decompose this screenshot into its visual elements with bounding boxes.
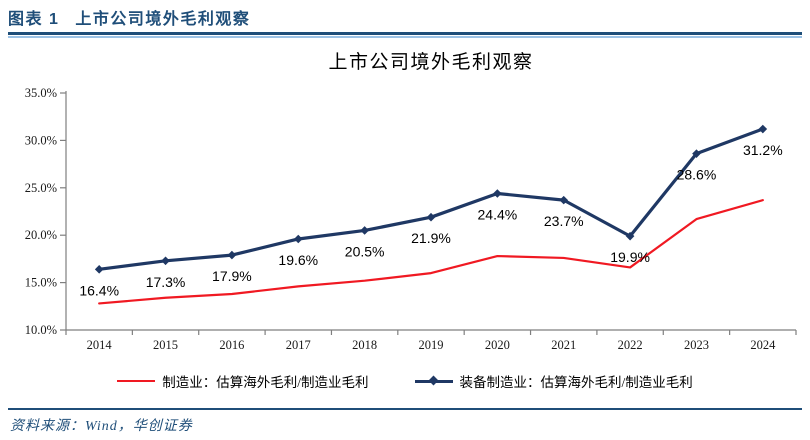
figure-number: 图表 1 (8, 11, 60, 28)
data-label: 19.6% (278, 252, 318, 268)
series-line-0 (98, 199, 764, 305)
legend-item-manufacturing: 制造业：估算海外毛利/制造业毛利 (117, 371, 369, 391)
data-label: 17.3% (146, 274, 186, 290)
data-label: 17.9% (212, 268, 252, 284)
diamond-marker-icon (428, 375, 438, 386)
data-point-marker (360, 226, 369, 235)
data-point-marker (559, 195, 569, 205)
footer-rule (8, 408, 802, 410)
y-axis-tick-label: 25.0% (25, 181, 57, 195)
data-point-marker (692, 149, 701, 158)
data-label: 20.5% (345, 243, 385, 259)
y-axis-tick-label: 20.0% (25, 228, 57, 242)
data-point-marker (625, 231, 635, 241)
figure-header: 图表 1 上市公司境外毛利观察 (8, 5, 250, 29)
data-point-marker (758, 124, 768, 134)
header-rule-light (8, 36, 802, 38)
data-point-marker (161, 256, 170, 266)
x-axis-tick-label: 2024 (750, 338, 776, 352)
data-point-marker (426, 212, 436, 222)
legend-label-manufacturing: 制造业：估算海外毛利/制造业毛利 (162, 375, 369, 390)
data-label: 28.6% (677, 167, 717, 183)
data-label: 19.9% (610, 249, 650, 265)
y-axis-tick-label: 30.0% (25, 133, 57, 147)
red-line-icon (117, 379, 156, 382)
x-axis-tick-label: 2014 (87, 338, 113, 352)
x-axis-tick-label: 2015 (153, 338, 178, 352)
x-axis-tick-label: 2018 (352, 338, 377, 352)
y-axis-tick-label: 10.0% (25, 323, 57, 337)
x-axis-tick-label: 2020 (485, 338, 510, 352)
data-point-marker (493, 189, 502, 198)
legend-line-swatch-red (117, 377, 156, 386)
data-point-marker (227, 250, 237, 260)
x-axis-tick-label: 2021 (551, 338, 576, 352)
header-rule-dark (8, 32, 802, 35)
x-axis-tick-label: 2016 (219, 338, 244, 352)
x-axis-tick-label: 2019 (419, 338, 444, 352)
source-note: 资料来源：Wind，华创证券 (10, 419, 193, 434)
line-chart: 10.0% 15.0% 20.0% 25.0% 30.0% 35.0% 2014 2015 20… (25, 86, 797, 352)
data-label: 23.7% (544, 213, 584, 229)
series-line-1 (97, 127, 765, 271)
data-label: 16.4% (79, 282, 119, 298)
y-axis-tick-label: 35.0% (25, 86, 57, 100)
data-point-marker (94, 265, 104, 274)
data-label: 24.4% (478, 206, 518, 222)
x-axis-tick-label: 2023 (684, 338, 709, 352)
legend-item-equipment-manufacturing: 装备制造业：估算海外毛利/制造业毛利 (414, 371, 693, 391)
x-axis-tick-label: 2022 (618, 338, 643, 352)
data-label: 21.9% (411, 230, 451, 246)
y-axis-tick-label: 15.0% (25, 276, 57, 290)
figure-header-title: 上市公司境外毛利观察 (75, 11, 251, 28)
legend-line-swatch-navy (414, 375, 453, 386)
data-label: 31.2% (743, 142, 783, 158)
chart-title: 上市公司境外毛利观察 (328, 52, 534, 73)
chart-legend: 制造业：估算海外毛利/制造业毛利 装备制造业：估算海外毛利/制造业毛利 (0, 371, 810, 391)
legend-label-equipment-manufacturing: 装备制造业：估算海外毛利/制造业毛利 (459, 375, 693, 390)
x-axis-tick-label: 2017 (286, 338, 311, 352)
data-point-marker (293, 234, 303, 244)
